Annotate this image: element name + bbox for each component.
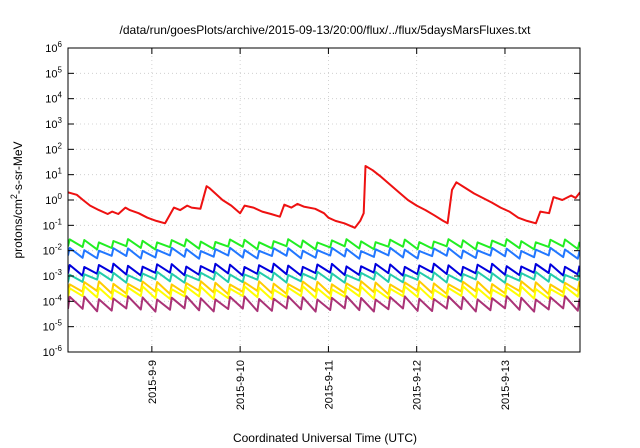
- series-line: [68, 165, 580, 229]
- series-line: [68, 285, 580, 301]
- x-tick-label: 2015-9-12: [412, 360, 424, 410]
- y-tick-label: 10-3: [43, 268, 63, 283]
- x-axis-label: Coordinated Universal Time (UTC): [233, 431, 417, 445]
- y-tick-label: 105: [45, 65, 62, 80]
- series-line: [68, 280, 580, 296]
- y-tick-label: 10-4: [43, 293, 63, 308]
- y-tick-label: 10-1: [43, 217, 63, 232]
- y-axis-label: protons/cm2-s-sr-MeV: [9, 141, 25, 258]
- chart-title: /data/run/goesPlots/archive/2015-09-13/2…: [120, 23, 532, 37]
- y-tick-label: 103: [45, 116, 62, 131]
- y-tick-label: 100: [45, 192, 62, 207]
- series-line: [68, 295, 580, 313]
- y-tick-label: 10-6: [43, 344, 63, 359]
- series-line: [68, 270, 580, 284]
- series-line: [68, 246, 580, 260]
- axes: 106 105 104 103 102 101 100 10-1 10-2 10-3 10-4 10-…: [43, 40, 581, 410]
- y-tick-label: 106: [45, 40, 62, 55]
- x-tick-label: 2015-9-9: [147, 360, 159, 404]
- y-tick-label: 10-5: [43, 319, 63, 334]
- y-tick-label: 104: [45, 91, 62, 106]
- y-axis-label-rest: -s-sr-MeV: [11, 141, 25, 194]
- y-tick-label: 101: [45, 167, 62, 182]
- y-tick-label: 10-2: [43, 243, 63, 258]
- series-line: [68, 262, 580, 277]
- series-line: [68, 238, 580, 251]
- y-tick-label: 102: [45, 141, 62, 156]
- x-tick-label: 2015-9-11: [323, 360, 335, 409]
- y-axis-label-main: protons/cm: [11, 199, 25, 258]
- y-axis-label-sup: 2: [9, 194, 19, 199]
- series-layer: [68, 165, 580, 313]
- x-tick-label: 2015-9-13: [500, 360, 512, 410]
- x-tick-label: 2015-9-10: [235, 360, 247, 410]
